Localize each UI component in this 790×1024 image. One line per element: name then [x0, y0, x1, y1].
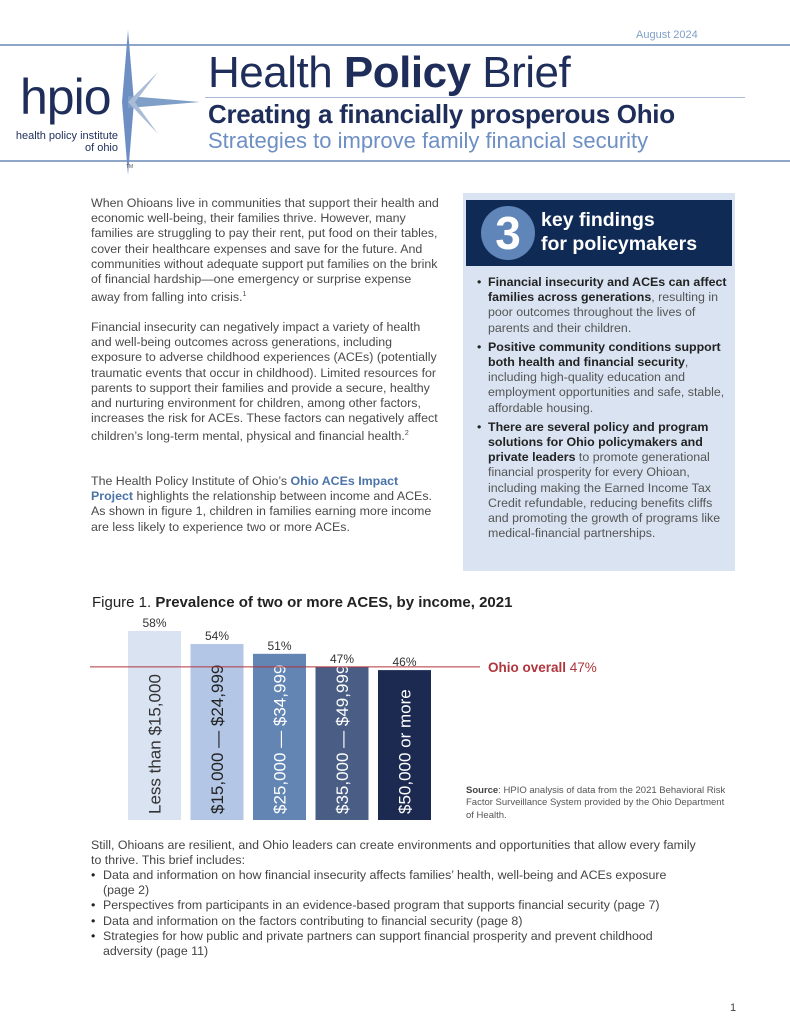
contents-item: Data and information on how financial in…	[91, 868, 691, 898]
bar-category-label: $25,000 — $34,999	[271, 665, 290, 814]
intro-paragraph-2: Financial insecurity can negatively impa…	[91, 320, 438, 444]
closing-paragraph: Still, Ohioans are resilient, and Ohio l…	[91, 838, 696, 868]
page-subtitle: Creating a financially prosperous Ohio	[208, 99, 675, 129]
bar	[315, 666, 369, 820]
bar-value-label: 58%	[142, 616, 166, 630]
finding-item: There are several policy and program sol…	[474, 420, 732, 542]
bar	[190, 644, 244, 820]
bar-value-label: 51%	[267, 639, 291, 653]
logo-name: health policy institute of ohio	[8, 130, 118, 154]
bar-category-label: Less than $15,000	[146, 674, 165, 814]
bar	[253, 653, 306, 820]
contents-item: Data and information on the factors cont…	[91, 914, 691, 929]
figure-title: Figure 1. Prevalence of two or more ACES…	[92, 594, 513, 611]
bar	[128, 631, 181, 820]
bar-category-label: $50,000 or more	[396, 689, 415, 814]
finding-item: Financial insecurity and ACEs can affect…	[474, 275, 732, 336]
bar-value-label: 47%	[330, 652, 354, 666]
key-findings-number: 3	[481, 206, 535, 260]
figure-source: Source: HPIO analysis of data from the 2…	[466, 785, 726, 821]
bar-value-label: 54%	[205, 629, 229, 643]
intro-paragraph-1: When Ohioans live in communities that su…	[91, 196, 439, 305]
logo-name-line1: health policy institute	[15, 130, 118, 142]
intro-paragraph-3: The Health Policy Institute of Ohio’s Oh…	[91, 474, 432, 534]
page-title: Health Policy Brief	[208, 48, 571, 97]
bar-category-label: $15,000 — $24,999	[208, 665, 227, 814]
bar	[378, 670, 431, 820]
bar-category-label: $35,000 — $49,999	[333, 665, 352, 814]
contents-item: Perspectives from participants in an evi…	[91, 898, 691, 913]
finding-item: Positive community conditions support bo…	[474, 340, 732, 416]
ohio-overall-label: Ohio overall 47%	[488, 660, 597, 675]
page-tagline: Strategies to improve family financial s…	[208, 128, 649, 153]
header-bottom-rule	[0, 160, 790, 162]
logo-wordmark: hpio	[20, 69, 112, 125]
page-number: 1	[730, 1002, 737, 1014]
header-top-rule	[0, 44, 790, 46]
key-findings-title: key findings for policymakers	[541, 209, 698, 255]
aces-income-chart: 58% Less than $15,000 54% $15,000 — $24,999…	[90, 616, 597, 820]
title-divider	[205, 97, 745, 98]
key-findings-list: Financial insecurity and ACEs can affect…	[474, 275, 732, 545]
logo-name-line2: of ohio	[84, 142, 118, 154]
aces-impact-project-link[interactable]: Ohio ACEs Impact Project	[91, 474, 399, 504]
bar-value-label: 46%	[392, 655, 416, 669]
logo-star-icon	[122, 30, 200, 175]
brief-contents-list: Data and information on how financial in…	[91, 868, 691, 959]
contents-item: Strategies for how public and private pa…	[91, 929, 691, 959]
publication-date: August 2024	[636, 29, 698, 41]
trademark: TM	[126, 164, 134, 170]
